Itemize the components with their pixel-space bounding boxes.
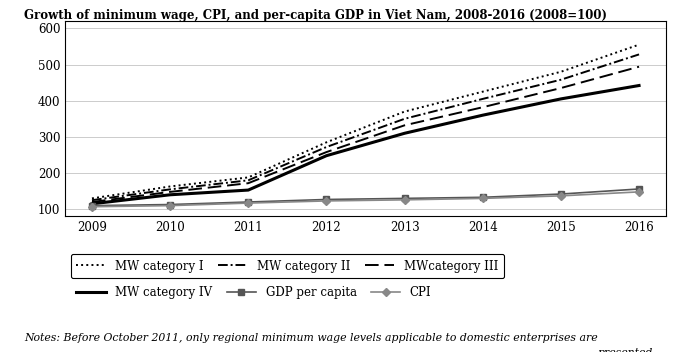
Line: MW category I: MW category I bbox=[92, 45, 639, 199]
CPI bbox=[88, 205, 96, 209]
MWcategory III bbox=[322, 150, 330, 154]
MW category II bbox=[401, 117, 409, 121]
MW category I bbox=[88, 196, 96, 201]
MW category I bbox=[401, 109, 409, 114]
MW category I bbox=[479, 89, 487, 94]
GDP per capita bbox=[322, 197, 330, 202]
MW category II bbox=[166, 187, 174, 191]
GDP per capita bbox=[244, 200, 252, 204]
Line: MW category IV: MW category IV bbox=[92, 86, 639, 204]
MW category II bbox=[635, 52, 643, 57]
CPI bbox=[322, 199, 330, 203]
GDP per capita bbox=[166, 202, 174, 207]
MW category I bbox=[635, 43, 643, 47]
MWcategory III bbox=[401, 123, 409, 127]
MW category IV bbox=[88, 202, 96, 206]
MW category I bbox=[557, 70, 565, 74]
MWcategory III bbox=[479, 105, 487, 109]
Line: MW category II: MW category II bbox=[92, 55, 639, 200]
Text: Growth of minimum wage, CPI, and per-capita GDP in Viet Nam, 2008-2016 (2008=100: Growth of minimum wage, CPI, and per-cap… bbox=[24, 9, 607, 22]
CPI bbox=[166, 203, 174, 208]
Line: MWcategory III: MWcategory III bbox=[92, 67, 639, 202]
CPI bbox=[635, 190, 643, 194]
GDP per capita bbox=[557, 192, 565, 196]
MWcategory III bbox=[635, 65, 643, 69]
MWcategory III bbox=[557, 86, 565, 90]
CPI bbox=[401, 198, 409, 202]
Text: Notes: Before October 2011, only regional minimum wage levels applicable to dome: Notes: Before October 2011, only regiona… bbox=[24, 333, 598, 342]
Legend: MW category IV, GDP per capita, CPI: MW category IV, GDP per capita, CPI bbox=[71, 280, 437, 305]
Line: GDP per capita: GDP per capita bbox=[88, 186, 643, 209]
CPI bbox=[557, 194, 565, 198]
MWcategory III bbox=[244, 181, 252, 185]
MW category IV bbox=[635, 83, 643, 88]
MW category I bbox=[166, 184, 174, 189]
MW category II bbox=[479, 97, 487, 101]
Text: presented.: presented. bbox=[597, 348, 656, 352]
GDP per capita bbox=[401, 196, 409, 201]
MW category IV bbox=[244, 188, 252, 192]
MW category I bbox=[244, 175, 252, 180]
MW category II bbox=[88, 198, 96, 202]
CPI bbox=[244, 201, 252, 205]
MW category IV bbox=[479, 113, 487, 117]
GDP per capita bbox=[479, 195, 487, 200]
MW category I bbox=[322, 140, 330, 144]
GDP per capita bbox=[88, 203, 96, 208]
CPI bbox=[479, 196, 487, 201]
MW category IV bbox=[557, 97, 565, 101]
MW category IV bbox=[401, 131, 409, 136]
MWcategory III bbox=[166, 190, 174, 194]
MW category II bbox=[557, 78, 565, 82]
MW category II bbox=[244, 178, 252, 182]
MW category IV bbox=[166, 193, 174, 197]
MWcategory III bbox=[88, 200, 96, 204]
MW category II bbox=[322, 145, 330, 149]
Line: CPI: CPI bbox=[89, 189, 642, 209]
MW category IV bbox=[322, 153, 330, 158]
GDP per capita bbox=[635, 187, 643, 191]
